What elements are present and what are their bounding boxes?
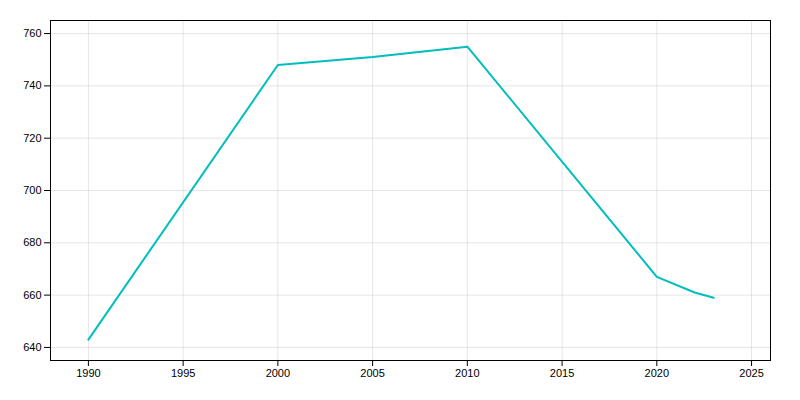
svg-text:720: 720 xyxy=(23,132,41,144)
svg-text:700: 700 xyxy=(23,184,41,196)
svg-text:660: 660 xyxy=(23,289,41,301)
svg-text:2005: 2005 xyxy=(360,367,384,379)
svg-text:2000: 2000 xyxy=(266,367,290,379)
svg-text:2020: 2020 xyxy=(645,367,669,379)
svg-text:2025: 2025 xyxy=(739,367,763,379)
svg-text:2010: 2010 xyxy=(455,367,479,379)
svg-text:1990: 1990 xyxy=(76,367,100,379)
svg-text:640: 640 xyxy=(23,341,41,353)
svg-text:2015: 2015 xyxy=(550,367,574,379)
svg-text:680: 680 xyxy=(23,236,41,248)
svg-text:1995: 1995 xyxy=(171,367,195,379)
svg-text:760: 760 xyxy=(23,27,41,39)
svg-text:740: 740 xyxy=(23,79,41,91)
